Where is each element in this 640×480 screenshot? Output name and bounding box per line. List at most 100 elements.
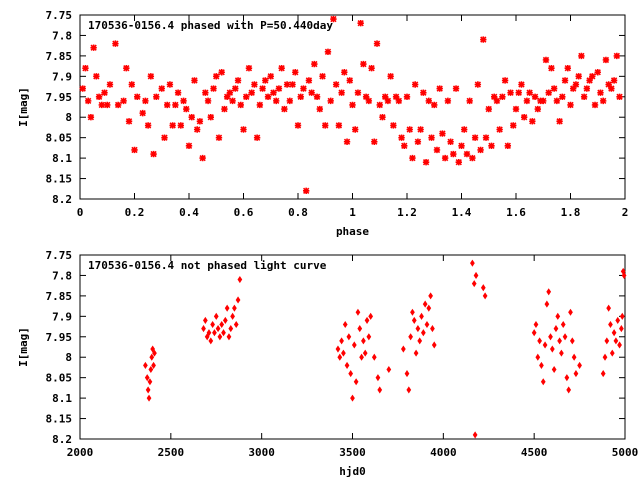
data-point — [540, 378, 546, 386]
data-point — [98, 101, 105, 109]
y-tick-label: 7.85 — [46, 50, 73, 63]
y-tick-label: 8 — [65, 111, 72, 124]
data-point — [142, 97, 149, 105]
data-point — [382, 93, 389, 100]
data-point — [616, 93, 623, 100]
phased-light-curve-panel: 0 0.2 0.4 0.6 0.8 1 1.2 1.4 1.6 1.8 2 7.75 7.8 7.85 7.… — [17, 9, 628, 238]
data-point — [90, 44, 97, 51]
data-point — [571, 353, 577, 361]
x-tick-label: 1.4 — [452, 206, 472, 219]
data-point — [411, 316, 417, 324]
data-point — [540, 97, 547, 105]
data-point — [439, 130, 446, 137]
data-point — [191, 77, 198, 84]
data-point — [433, 146, 441, 154]
data-point — [332, 81, 340, 88]
data-point — [338, 89, 345, 96]
data-point — [149, 353, 155, 361]
data-point — [568, 308, 573, 316]
data-point — [128, 81, 135, 88]
y-tick-label: 7.9 — [52, 70, 72, 83]
data-point — [470, 259, 475, 267]
chart-title: 170536-0156.4 not phased light curve — [88, 259, 327, 272]
data-point — [531, 329, 537, 337]
data-point — [218, 69, 225, 76]
data-point — [300, 85, 307, 92]
data-point — [161, 134, 168, 141]
data-point — [322, 122, 329, 129]
data-point — [158, 85, 165, 92]
data-point — [480, 36, 487, 43]
data-point — [193, 126, 201, 133]
data-point — [392, 93, 400, 100]
data-point — [365, 97, 373, 105]
data-point — [151, 361, 156, 369]
data-point — [335, 345, 341, 353]
data-point — [401, 345, 406, 353]
data-point — [539, 361, 544, 369]
data-point — [575, 73, 582, 80]
data-point — [297, 93, 304, 100]
data-point — [311, 60, 318, 68]
data-point — [493, 97, 501, 105]
data-point — [349, 101, 356, 109]
data-point — [177, 122, 185, 129]
data-point — [371, 138, 378, 145]
data-point — [379, 114, 386, 121]
data-point — [548, 333, 553, 341]
data-point — [469, 154, 476, 162]
data-point — [403, 93, 411, 100]
data-point — [305, 77, 313, 84]
data-point — [461, 126, 468, 133]
data-point — [535, 353, 541, 361]
data-point — [202, 89, 209, 96]
data-point — [144, 122, 152, 129]
x-tick-label: 0.6 — [234, 206, 254, 219]
y-axis-label: I[mag] — [17, 327, 30, 367]
data-point — [84, 97, 92, 105]
data-point — [112, 40, 119, 47]
x-tick-label: 1.2 — [397, 206, 417, 219]
data-point — [234, 77, 242, 84]
data-point — [471, 134, 479, 141]
data-point — [619, 312, 625, 320]
data-point — [355, 308, 361, 316]
data-point — [106, 81, 114, 88]
data-point — [354, 89, 362, 96]
x-tick-label: 2 — [622, 206, 629, 219]
data-point — [215, 134, 223, 141]
data-point — [473, 271, 479, 279]
data-point — [549, 345, 555, 353]
data-point — [531, 93, 539, 100]
data-point — [278, 64, 285, 72]
data-point — [221, 329, 226, 337]
data-point — [615, 316, 621, 324]
x-axis-label: hjd0 — [339, 465, 366, 478]
data-point — [523, 97, 531, 105]
data-point — [150, 150, 157, 158]
data-point — [567, 101, 574, 109]
data-point — [591, 101, 599, 109]
chart-title: 170536-0156.4 phased with P=50.440day — [88, 19, 333, 32]
data-point — [208, 337, 214, 345]
data-point — [348, 370, 354, 378]
x-tick-label: 0.2 — [125, 206, 145, 219]
data-point — [384, 97, 392, 105]
data-point — [482, 292, 488, 300]
data-point — [93, 73, 100, 80]
y-tick-label: 8.05 — [46, 132, 73, 145]
x-axis-label: phase — [336, 225, 369, 238]
data-point — [477, 146, 484, 154]
data-point — [537, 337, 542, 345]
x-tick-label: 0 — [77, 206, 84, 219]
data-point — [520, 114, 528, 121]
data-point — [578, 52, 585, 60]
data-point — [474, 81, 482, 88]
data-point — [425, 97, 432, 105]
y-tick-label: 8 — [65, 351, 72, 364]
data-point — [441, 154, 449, 162]
data-point — [415, 325, 421, 333]
data-point — [237, 275, 243, 284]
x-tick-label: 1.6 — [506, 206, 526, 219]
y-tick-label: 7.8 — [52, 29, 72, 42]
